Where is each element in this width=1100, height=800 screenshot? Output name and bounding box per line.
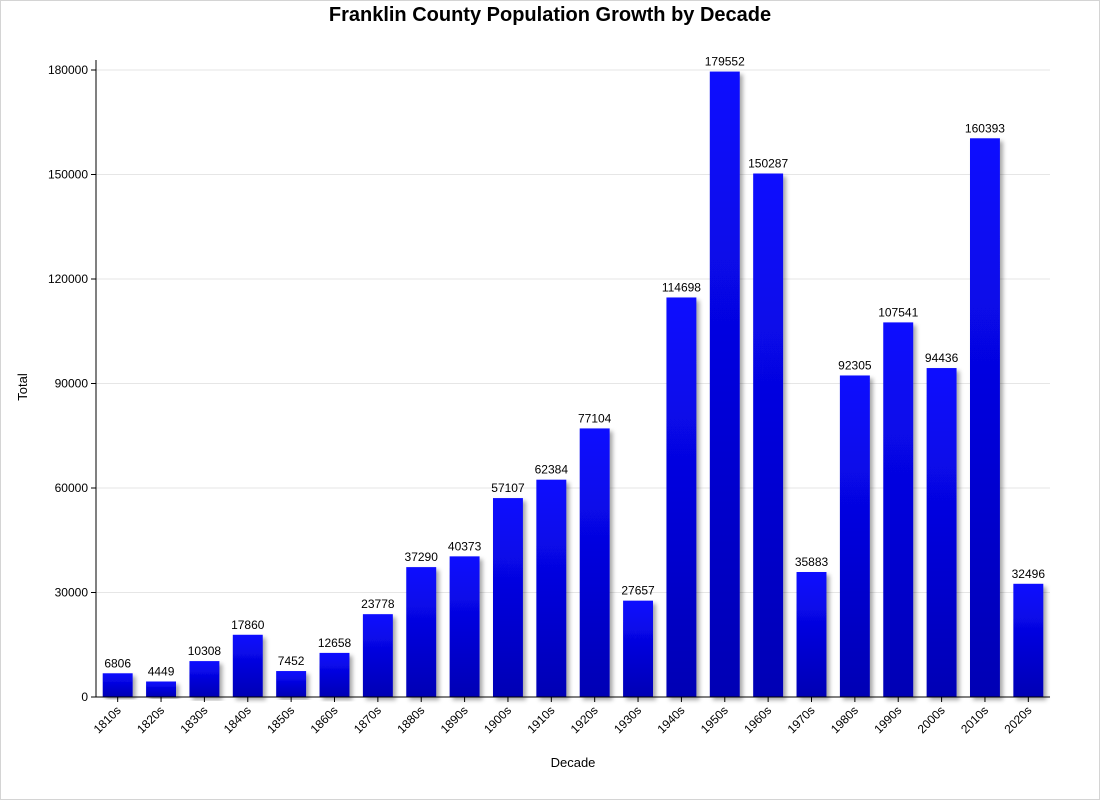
bars [102, 71, 1044, 697]
x-tick-label-1840s: 1840s [221, 703, 254, 736]
bar-1810s [102, 673, 133, 697]
value-label-1870s: 23778 [361, 597, 395, 611]
x-tick-label-1820s: 1820s [134, 703, 167, 736]
x-tick-label-1870s: 1870s [351, 703, 384, 736]
bar-1830s [189, 661, 220, 697]
value-label-1990s: 107541 [878, 305, 918, 319]
x-tick-label-1880s: 1880s [394, 703, 427, 736]
x-tick-label-1890s: 1890s [438, 703, 471, 736]
value-label-1820s: 4449 [148, 665, 175, 679]
bar-2020s [1013, 583, 1044, 697]
y-tick-label: 180000 [48, 63, 88, 77]
x-tick-label-1960s: 1960s [741, 703, 774, 736]
x-tick-label-1850s: 1850s [264, 703, 297, 736]
bar-1900s [492, 498, 523, 697]
bar-1940s [666, 297, 697, 697]
y-tick-label: 150000 [48, 168, 88, 182]
bar-1820s [146, 681, 177, 697]
chart-title: Franklin County Population Growth by Dec… [328, 4, 772, 26]
x-tick-label-1940s: 1940s [655, 703, 688, 736]
value-label-1910s: 62384 [535, 463, 569, 477]
bar-1920s [579, 428, 610, 697]
value-label-1890s: 40373 [448, 539, 482, 553]
y-tick-label: 120000 [48, 272, 88, 286]
x-tick-label-1810s: 1810s [91, 703, 124, 736]
x-tick-label-1860s: 1860s [308, 703, 341, 736]
x-tick-label-1980s: 1980s [828, 703, 861, 736]
bar-1950s [709, 71, 740, 697]
value-label-1930s: 27657 [621, 584, 655, 598]
x-tick-label-1990s: 1990s [871, 703, 904, 736]
bar-1880s [406, 567, 437, 697]
x-tick-label-1950s: 1950s [698, 703, 731, 736]
value-label-1900s: 57107 [491, 481, 525, 495]
value-label-1810s: 6806 [104, 656, 131, 670]
bar-1860s [319, 652, 350, 697]
y-tick-label: 90000 [55, 377, 89, 391]
x-tick-label-2010s: 2010s [958, 703, 991, 736]
bar-1990s [883, 322, 914, 697]
value-label-2020s: 32496 [1012, 567, 1046, 581]
x-tick-label-1910s: 1910s [524, 703, 557, 736]
bar-1910s [536, 479, 567, 697]
bar-1840s [232, 634, 263, 697]
x-tick-label-1920s: 1920s [568, 703, 601, 736]
bar-1980s [839, 375, 870, 697]
bar-1890s [449, 556, 480, 697]
y-axis-title: Total [15, 373, 30, 401]
bar-2010s [969, 138, 1000, 697]
x-tick-label-1970s: 1970s [785, 703, 818, 736]
x-tick-label-1900s: 1900s [481, 703, 514, 736]
x-tick-label-1930s: 1930s [611, 703, 644, 736]
x-axis-title: Decade [551, 755, 596, 770]
value-label-2010s: 160393 [965, 121, 1005, 135]
bar-1960s [753, 173, 784, 697]
value-label-1970s: 35883 [795, 555, 829, 569]
value-label-1850s: 7452 [278, 654, 305, 668]
value-label-2000s: 94436 [925, 351, 959, 365]
value-label-1960s: 150287 [748, 157, 788, 171]
bar-1930s [623, 600, 654, 697]
value-label-1940s: 114698 [662, 280, 701, 294]
bar-1850s [276, 671, 307, 697]
bar-2000s [926, 368, 957, 697]
y-tick-label: 30000 [55, 586, 89, 600]
x-tick-label-2020s: 2020s [1001, 703, 1034, 736]
bar-1870s [362, 614, 393, 697]
value-label-1840s: 17860 [231, 618, 265, 632]
y-tick-label: 60000 [55, 481, 89, 495]
y-tick-label: 0 [81, 690, 88, 704]
value-label-1880s: 37290 [405, 550, 439, 564]
x-tick-label-1830s: 1830s [178, 703, 211, 736]
data-labels: 6806 4449 10308 17860 7452 12658 23778 37290 403… [104, 55, 1045, 679]
x-tick-label-2000s: 2000s [915, 703, 948, 736]
value-label-1950s: 179552 [705, 55, 745, 69]
bar-1970s [796, 572, 827, 697]
value-label-1860s: 12658 [318, 636, 352, 650]
value-label-1980s: 92305 [838, 358, 872, 372]
value-label-1920s: 77104 [578, 411, 612, 425]
value-label-1830s: 10308 [188, 644, 222, 658]
